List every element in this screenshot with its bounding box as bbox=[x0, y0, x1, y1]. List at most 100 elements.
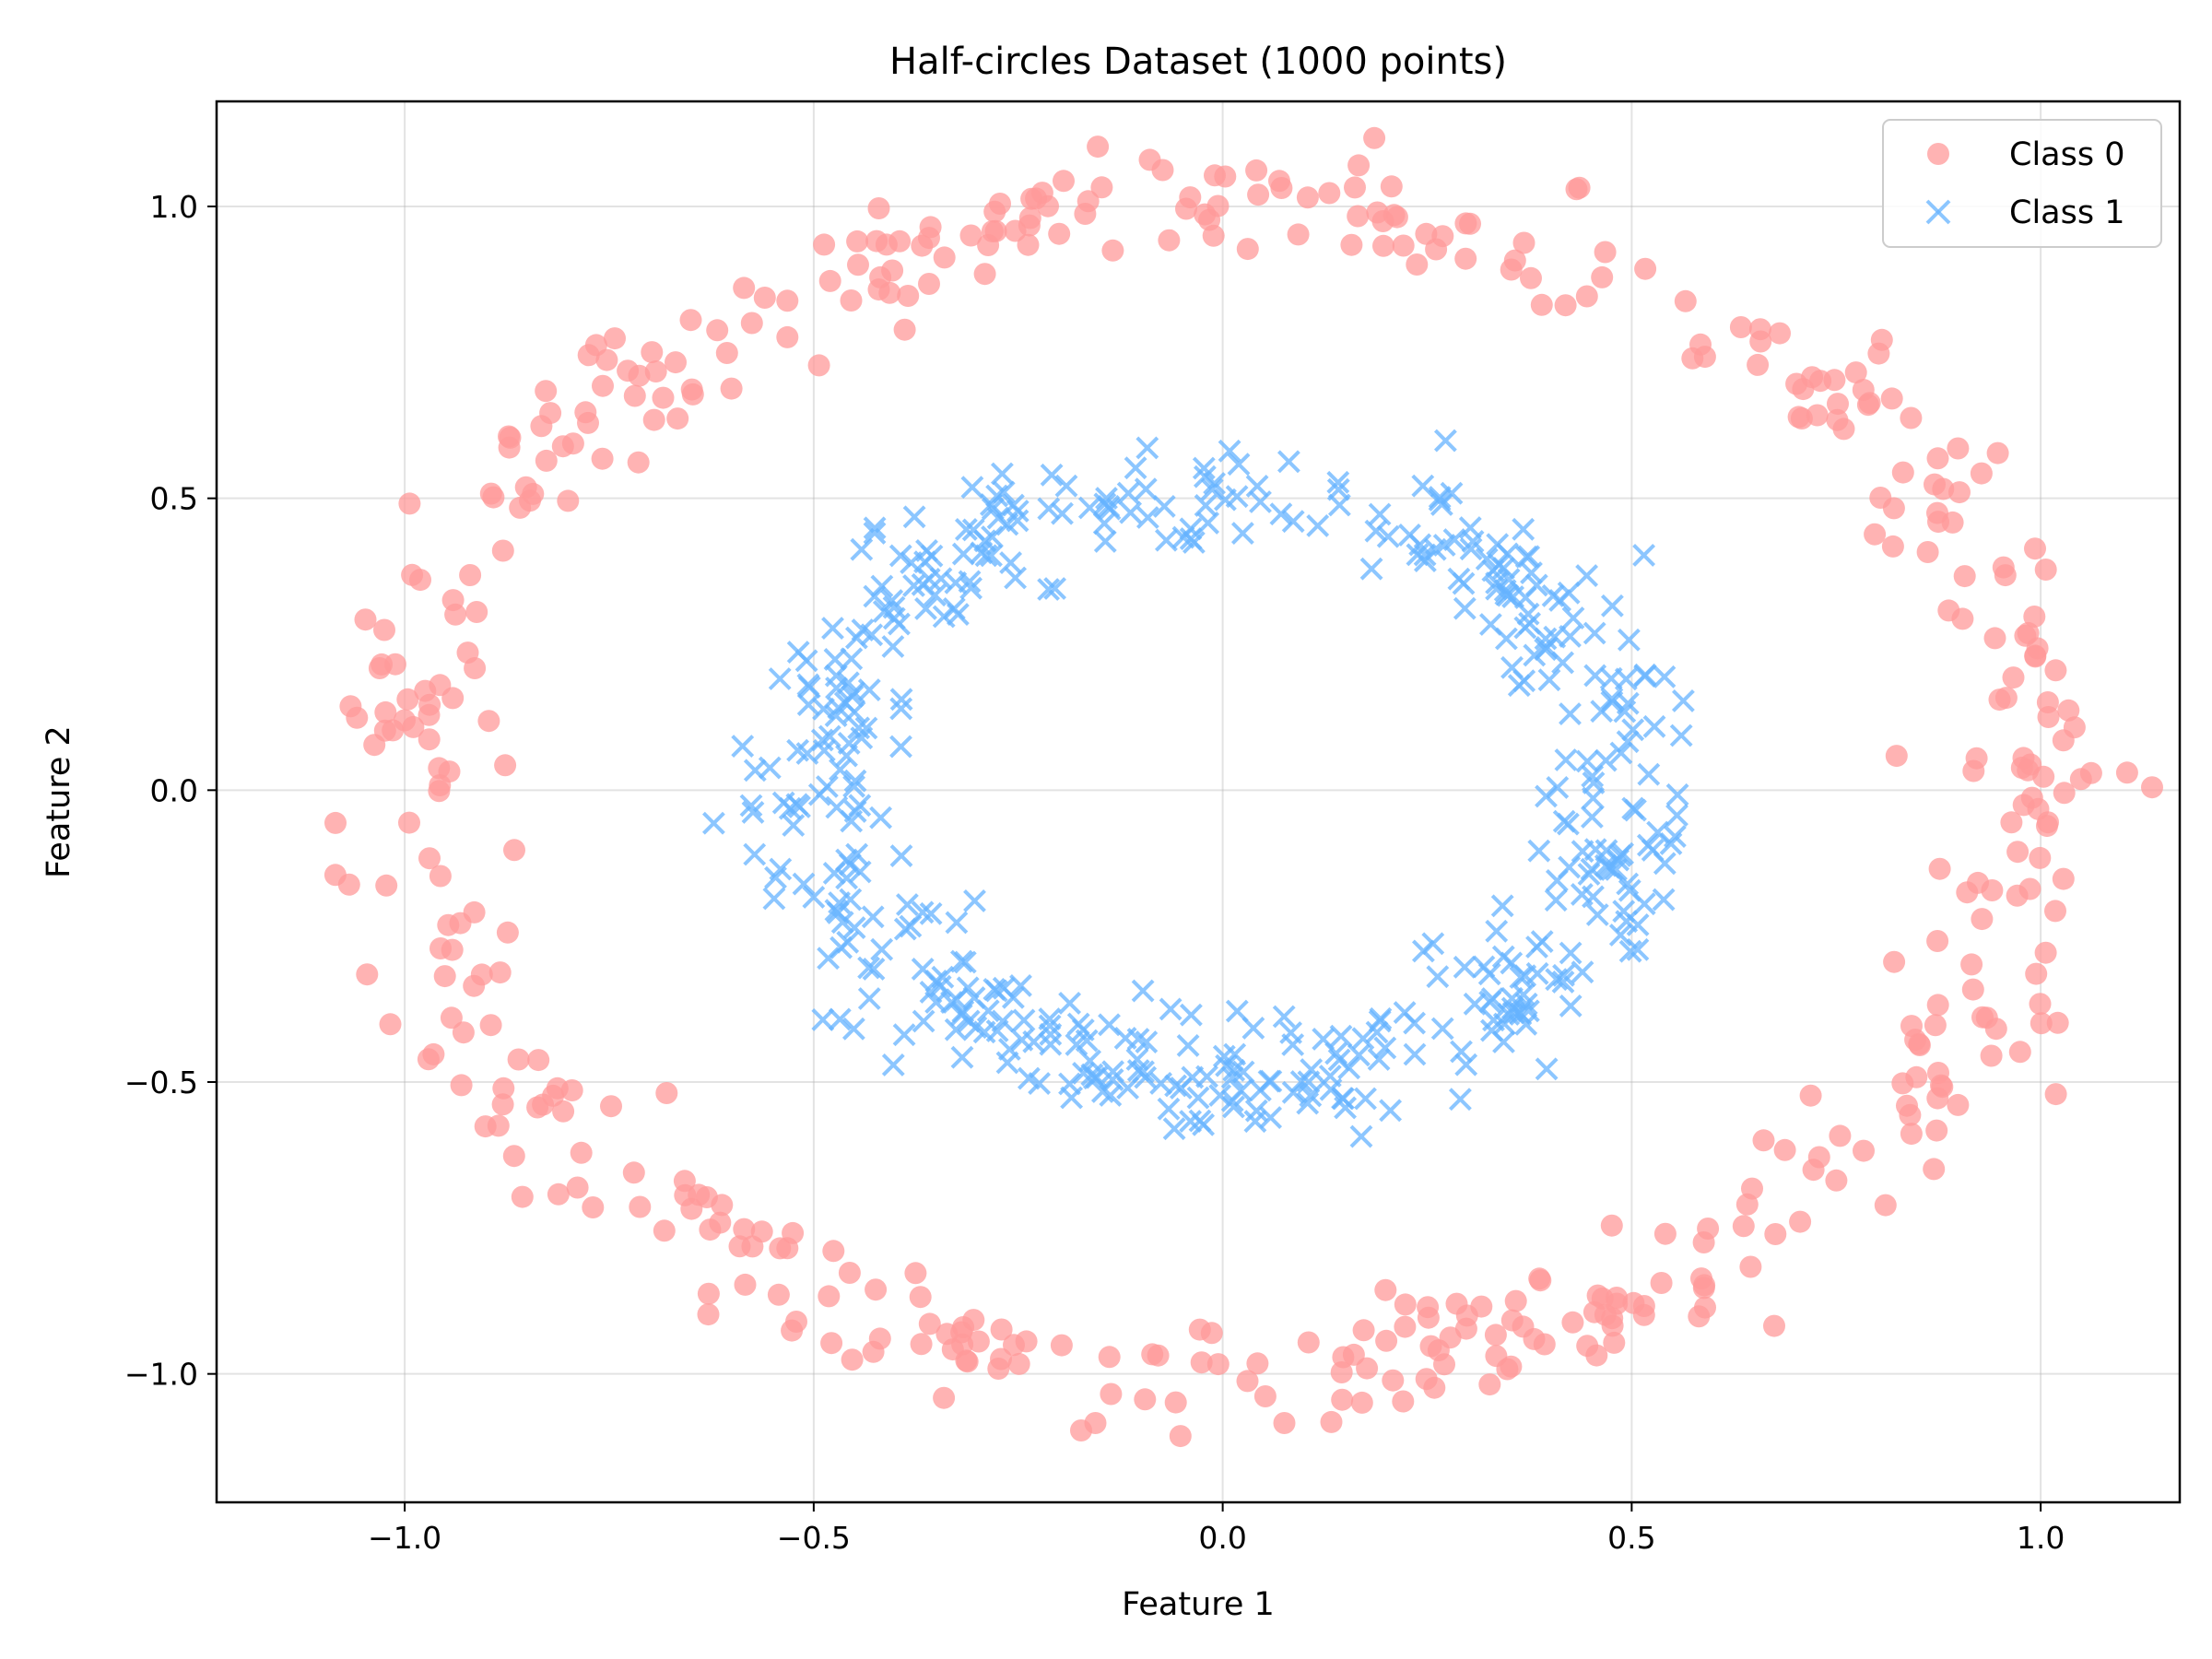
class-1-point bbox=[1244, 1099, 1268, 1123]
class-1-point bbox=[1272, 1005, 1296, 1029]
class-1-point bbox=[1486, 533, 1510, 557]
class-1-point bbox=[1277, 450, 1300, 474]
class-1-point bbox=[1530, 930, 1554, 954]
class-1-point bbox=[1669, 724, 1693, 747]
class-1-point bbox=[889, 735, 912, 759]
class-0-point bbox=[456, 641, 479, 665]
legend-label-class-1: Class 1 bbox=[2009, 194, 2124, 231]
class-0-point bbox=[1980, 1044, 2003, 1067]
class-1-point bbox=[842, 774, 866, 798]
class-1-point bbox=[1582, 771, 1606, 794]
class-0-point bbox=[776, 325, 799, 348]
class-1-point bbox=[862, 957, 886, 981]
class-0-point bbox=[1900, 1123, 1923, 1146]
class-1-point bbox=[848, 794, 872, 818]
class-0-point bbox=[1554, 294, 1577, 317]
class-1-point bbox=[1501, 585, 1525, 609]
class-1-point bbox=[821, 617, 844, 641]
class-1-point bbox=[986, 506, 1010, 530]
class-1-point bbox=[889, 688, 913, 712]
x-tick-label: −0.5 bbox=[777, 1520, 851, 1556]
class-0-point bbox=[1419, 1335, 1442, 1358]
class-1-point bbox=[1478, 613, 1502, 636]
class-0-point bbox=[1030, 182, 1053, 205]
class-1-point bbox=[1040, 463, 1064, 487]
class-0-point bbox=[2025, 962, 2048, 985]
class-1-point bbox=[1497, 568, 1521, 592]
class-0-point bbox=[1891, 1072, 1914, 1095]
class-0-point bbox=[570, 1141, 593, 1164]
class-0-point bbox=[781, 1319, 804, 1342]
class-0-point bbox=[429, 937, 452, 959]
class-1-point bbox=[1281, 510, 1305, 534]
class-0-point bbox=[1198, 208, 1221, 231]
class-1-point bbox=[1078, 1049, 1102, 1073]
class-0-point bbox=[641, 341, 664, 364]
class-1-point bbox=[1413, 543, 1437, 567]
class-1-point bbox=[1188, 1109, 1212, 1133]
class-1-point bbox=[822, 861, 846, 885]
class-0-point bbox=[1504, 1289, 1527, 1312]
class-0-point bbox=[1826, 408, 1849, 431]
class-0-point bbox=[1789, 1210, 1812, 1233]
class-1-point bbox=[1535, 1057, 1559, 1081]
y-tick-label: −0.5 bbox=[124, 1065, 198, 1100]
class-1-point bbox=[1164, 1074, 1188, 1098]
class-1-point bbox=[812, 697, 835, 721]
class-0-point bbox=[2010, 757, 2033, 779]
class-1-point bbox=[1426, 965, 1450, 989]
class-1-point bbox=[1611, 841, 1635, 865]
class-0-point bbox=[1690, 1267, 1712, 1290]
class-1-point bbox=[1213, 488, 1237, 512]
class-1-point bbox=[782, 814, 806, 837]
class-1-point bbox=[1193, 465, 1217, 488]
class-0-point bbox=[841, 1348, 864, 1371]
class-1-point bbox=[1605, 858, 1628, 881]
class-1-point bbox=[810, 728, 834, 752]
class-1-point bbox=[958, 570, 982, 594]
class-1-point bbox=[992, 976, 1016, 1000]
class-1-point bbox=[1364, 519, 1388, 543]
class-0-point bbox=[1018, 206, 1041, 229]
class-0-point bbox=[1101, 239, 1124, 262]
class-0-point bbox=[840, 289, 863, 312]
class-0-point bbox=[496, 921, 519, 944]
class-0-point bbox=[767, 1283, 790, 1306]
class-1-point bbox=[1369, 1006, 1393, 1030]
class-0-point bbox=[699, 1218, 722, 1241]
class-0-point bbox=[492, 1077, 515, 1100]
class-0-point bbox=[1417, 1306, 1440, 1329]
class-0-point bbox=[1134, 1388, 1157, 1411]
class-0-point bbox=[1916, 541, 1939, 563]
class-1-point bbox=[1296, 1091, 1320, 1115]
class-0-point bbox=[509, 496, 532, 519]
class-1-point bbox=[1448, 1088, 1472, 1112]
class-0-point bbox=[1406, 253, 1429, 276]
class-1-point bbox=[1169, 1077, 1193, 1100]
class-1-point bbox=[1433, 429, 1457, 453]
class-0-point bbox=[706, 319, 729, 342]
class-0-point bbox=[324, 811, 347, 834]
class-0-point bbox=[1928, 857, 1951, 880]
class-0-point bbox=[2006, 884, 2029, 907]
class-0-point bbox=[1601, 1307, 1624, 1330]
class-1-point bbox=[842, 916, 866, 940]
class-1-point bbox=[1241, 1016, 1265, 1040]
class-1-point bbox=[824, 664, 848, 688]
class-1-point bbox=[863, 516, 887, 540]
class-0-point bbox=[1883, 950, 1906, 973]
class-1-point bbox=[1223, 1042, 1247, 1066]
class-0-point bbox=[2036, 815, 2058, 838]
class-1-point bbox=[1509, 966, 1533, 989]
class-0-point bbox=[552, 1100, 575, 1123]
data-points bbox=[324, 126, 2163, 1448]
class-1-point bbox=[1583, 664, 1607, 688]
class-0-point bbox=[437, 913, 460, 936]
class-1-point bbox=[1038, 1007, 1062, 1031]
x-axis-label: Feature 1 bbox=[1122, 1586, 1275, 1623]
class-0-point bbox=[2024, 645, 2047, 668]
class-0-point bbox=[1356, 1357, 1379, 1380]
class-0-point bbox=[1053, 170, 1075, 193]
class-1-point bbox=[1653, 665, 1677, 688]
class-0-point bbox=[1961, 978, 1984, 1001]
